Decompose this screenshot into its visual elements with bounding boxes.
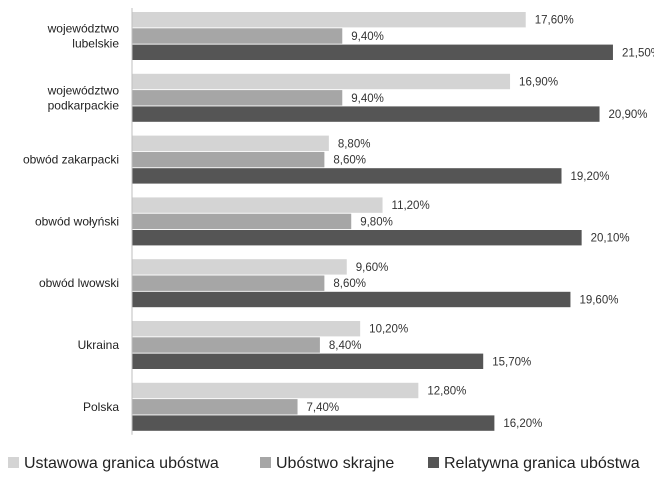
value-label-ustawowa-granica-ubostwa-obwod-lwowski: 9,60% xyxy=(356,262,389,274)
bar-ubostwo-skrajne-wojewodztwo-podkarpackie xyxy=(132,90,343,106)
bar-ustawowa-granica-ubostwa-obwod-wolynski xyxy=(132,197,383,213)
value-label-ustawowa-granica-ubostwa-obwod-wolynski: 11,20% xyxy=(392,200,430,212)
category-labels: województwolubelskiewojewództwopodkarpac… xyxy=(23,22,119,414)
category-label-obwod-zakarpacki: obwód zakarpacki xyxy=(23,153,119,167)
category-label-wojewodztwo-podkarpackie-line-1: województwo xyxy=(47,83,120,97)
legend-label-relatywna-granica-ubostwa: Relatywna granica ubóstwa xyxy=(444,455,640,472)
bar-ubostwo-skrajne-obwod-wolynski xyxy=(132,213,352,230)
bar-relatywna-granica-ubostwa-obwod-zakarpacki xyxy=(132,168,562,184)
value-label-ubostwo-skrajne-obwod-wolynski: 9,80% xyxy=(360,216,393,228)
value-label-ustawowa-granica-ubostwa-obwod-zakarpacki: 8,80% xyxy=(338,138,371,150)
bar-relatywna-granica-ubostwa-wojewodztwo-podkarpackie xyxy=(132,106,600,122)
value-label-relatywna-granica-ubostwa-obwod-zakarpacki: 19,20% xyxy=(571,171,610,183)
value-label-ustawowa-granica-ubostwa-polska: 12,80% xyxy=(427,386,466,398)
bar-ubostwo-skrajne-ukraina xyxy=(132,337,320,353)
value-label-ubostwo-skrajne-obwod-lwowski: 8,60% xyxy=(333,278,366,290)
value-label-ubostwo-skrajne-ukraina: 8,40% xyxy=(329,340,362,352)
bar-ustawowa-granica-ubostwa-wojewodztwo-lubelskie xyxy=(132,12,526,28)
category-label-wojewodztwo-lubelskie-line-2: lubelskie xyxy=(72,37,119,51)
legend-swatch-ubostwo-skrajne xyxy=(260,457,271,468)
legend: Ustawowa granica ubóstwa Ubóstwo skrajne R… xyxy=(8,455,640,472)
value-label-ubostwo-skrajne-wojewodztwo-lubelskie: 9,40% xyxy=(351,31,384,43)
value-label-relatywna-granica-ubostwa-obwod-wolynski: 20,10% xyxy=(591,233,630,245)
category-label-polska: Polska xyxy=(83,400,119,414)
category-label-obwod-lwowski: obwód lwowski xyxy=(39,276,119,290)
value-label-ubostwo-skrajne-wojewodztwo-podkarpackie: 9,40% xyxy=(351,93,384,105)
legend-swatch-ustawowa-granica-ubostwa xyxy=(8,457,19,468)
bar-relatywna-granica-ubostwa-obwod-lwowski xyxy=(132,291,571,308)
value-label-relatywna-granica-ubostwa-ukraina: 15,70% xyxy=(492,356,531,368)
bar-relatywna-granica-ubostwa-obwod-wolynski xyxy=(132,230,582,246)
bar-relatywna-granica-ubostwa-ukraina xyxy=(132,353,484,369)
bar-ubostwo-skrajne-obwod-zakarpacki xyxy=(132,151,325,168)
category-label-wojewodztwo-lubelskie-line-1: województwo xyxy=(47,22,120,36)
bar-relatywna-granica-ubostwa-polska xyxy=(132,415,495,431)
bar-ustawowa-granica-ubostwa-obwod-lwowski xyxy=(132,259,347,275)
value-label-ubostwo-skrajne-obwod-zakarpacki: 8,60% xyxy=(333,155,366,167)
category-label-wojewodztwo-podkarpackie-line-2: podkarpackie xyxy=(48,98,120,112)
bar-ustawowa-granica-ubostwa-obwod-zakarpacki xyxy=(132,135,329,151)
legend-label-ustawowa-granica-ubostwa: Ustawowa granica ubóstwa xyxy=(24,455,219,472)
bar-ustawowa-granica-ubostwa-polska xyxy=(132,382,419,399)
value-label-relatywna-granica-ubostwa-polska: 16,20% xyxy=(503,418,542,430)
value-label-relatywna-granica-ubostwa-wojewodztwo-podkarpackie: 20,90% xyxy=(609,109,648,121)
bar-ubostwo-skrajne-obwod-lwowski xyxy=(132,275,325,291)
value-label-ustawowa-granica-ubostwa-wojewodztwo-podkarpackie: 16,90% xyxy=(519,77,558,89)
bar-ubostwo-skrajne-polska xyxy=(132,399,298,415)
bar-ustawowa-granica-ubostwa-ukraina xyxy=(132,321,361,337)
bar-ustawowa-granica-ubostwa-wojewodztwo-podkarpackie xyxy=(132,73,511,90)
value-labels: 17,60% 9,40% 21,50% 16,90% 9,40% 20,90% 8,80% 8… xyxy=(307,15,654,430)
value-label-relatywna-granica-ubostwa-obwod-lwowski: 19,60% xyxy=(579,295,618,307)
category-label-ukraina: Ukraina xyxy=(78,338,120,352)
value-label-ustawowa-granica-ubostwa-ukraina: 10,20% xyxy=(369,324,408,336)
value-label-relatywna-granica-ubostwa-wojewodztwo-lubelskie: 21,50% xyxy=(622,47,654,59)
legend-label-ubostwo-skrajne: Ubóstwo skrajne xyxy=(276,455,394,472)
bar-ubostwo-skrajne-wojewodztwo-lubelskie xyxy=(132,28,343,44)
value-label-ubostwo-skrajne-polska: 7,40% xyxy=(307,402,340,414)
category-label-obwod-wolynski: obwód wołyński xyxy=(35,214,119,228)
legend-swatch-relatywna-granica-ubostwa xyxy=(428,457,439,468)
value-label-ustawowa-granica-ubostwa-wojewodztwo-lubelskie: 17,60% xyxy=(535,15,574,27)
bar-relatywna-granica-ubostwa-wojewodztwo-lubelskie xyxy=(132,44,613,60)
bars-layer xyxy=(132,12,613,431)
